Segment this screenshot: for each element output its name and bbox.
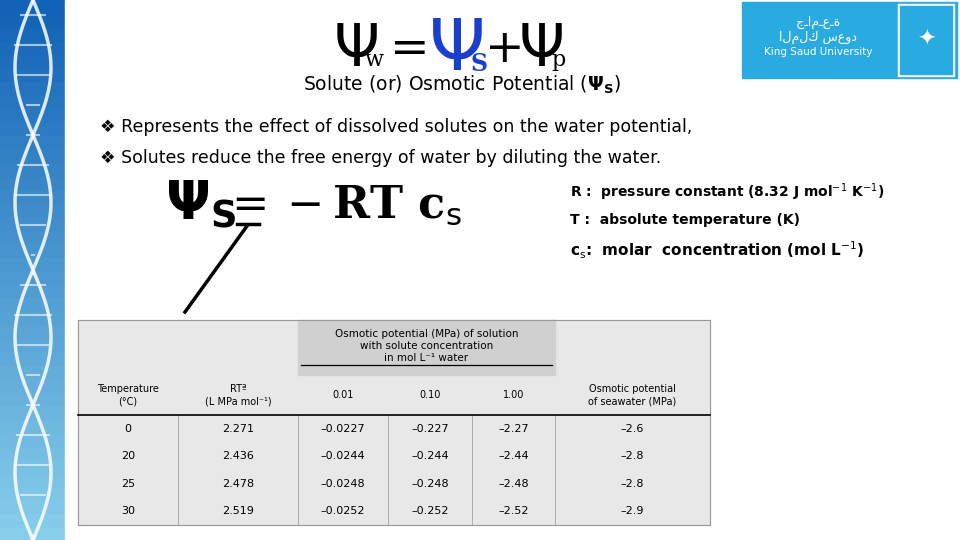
Bar: [0, 256, 65, 270]
Text: –0.248: –0.248: [411, 479, 449, 489]
Text: R :  pressure constant (8.32 J mol$^{-1}$ K$^{-1}$): R : pressure constant (8.32 J mol$^{-1}$…: [570, 181, 884, 203]
Text: =: =: [390, 28, 430, 72]
Text: T :  absolute temperature (K): T : absolute temperature (K): [570, 213, 800, 227]
Bar: [0, 0, 65, 14]
Bar: [0, 378, 65, 392]
Bar: [898, 4, 954, 76]
Text: ❖ Represents the effect of dissolved solutes on the water potential,: ❖ Represents the effect of dissolved sol…: [100, 118, 692, 136]
Bar: [0, 310, 65, 324]
Text: 20: 20: [121, 451, 135, 461]
Text: جـامـعـة: جـامـعـة: [796, 16, 840, 29]
Text: –2.8: –2.8: [621, 451, 644, 461]
Bar: [0, 472, 65, 486]
Text: c$_{\mathrm{s}}$:  molar  concentration (mol L$^{-1}$): c$_{\mathrm{s}}$: molar concentration (m…: [570, 239, 864, 261]
Text: –2.48: –2.48: [498, 479, 529, 489]
Bar: [78, 320, 710, 525]
Bar: [0, 270, 65, 284]
Bar: [0, 176, 65, 189]
Bar: [0, 216, 65, 229]
Bar: [0, 189, 65, 202]
Text: –2.44: –2.44: [498, 451, 529, 461]
Text: –0.244: –0.244: [411, 451, 449, 461]
Bar: [0, 405, 65, 418]
Bar: [0, 202, 65, 216]
Bar: [0, 40, 65, 54]
Text: 0.10: 0.10: [420, 390, 441, 400]
Bar: [0, 148, 65, 162]
Text: 0: 0: [125, 424, 132, 434]
Text: –0.0227: –0.0227: [321, 424, 366, 434]
Text: 1.00: 1.00: [503, 390, 524, 400]
Bar: [0, 162, 65, 176]
Text: –0.227: –0.227: [411, 424, 449, 434]
Text: $\Psi$: $\Psi$: [427, 15, 482, 85]
Bar: [0, 243, 65, 256]
Bar: [0, 68, 65, 81]
Text: –2.6: –2.6: [621, 424, 644, 434]
Text: S: S: [470, 52, 488, 76]
Text: –2.9: –2.9: [621, 507, 644, 516]
Bar: [900, 6, 952, 74]
Text: Osmotic potential
of seawater (MPa): Osmotic potential of seawater (MPa): [588, 384, 677, 406]
Text: Osmotic potential (MPa) of solution: Osmotic potential (MPa) of solution: [335, 329, 518, 339]
Bar: [0, 108, 65, 122]
Bar: [0, 324, 65, 338]
Text: Temperature
(°C): Temperature (°C): [97, 384, 159, 406]
Bar: [0, 230, 65, 243]
Text: 2.519: 2.519: [222, 507, 254, 516]
Bar: [0, 459, 65, 472]
Text: –2.52: –2.52: [498, 507, 529, 516]
Bar: [0, 364, 65, 378]
Text: ✦: ✦: [917, 30, 935, 50]
Bar: [0, 297, 65, 310]
Text: +: +: [485, 28, 525, 72]
Text: King Saud University: King Saud University: [764, 47, 873, 57]
Bar: [0, 392, 65, 405]
Bar: [0, 94, 65, 108]
Text: $\Psi$: $\Psi$: [517, 22, 563, 78]
Text: –0.252: –0.252: [411, 507, 448, 516]
Text: –2.8: –2.8: [621, 479, 644, 489]
Bar: [0, 81, 65, 94]
Text: RTª
(L MPa mol⁻¹): RTª (L MPa mol⁻¹): [204, 384, 272, 406]
Text: 30: 30: [121, 507, 135, 516]
Bar: [0, 526, 65, 540]
Bar: [0, 135, 65, 148]
Text: –0.0252: –0.0252: [321, 507, 365, 516]
Text: 0.01: 0.01: [332, 390, 353, 400]
Bar: [0, 500, 65, 513]
Text: w: w: [365, 49, 383, 71]
Bar: [0, 54, 65, 68]
Bar: [742, 2, 957, 78]
Bar: [0, 418, 65, 432]
Bar: [0, 122, 65, 135]
Text: $\Psi$: $\Psi$: [332, 22, 377, 78]
Bar: [0, 27, 65, 40]
Text: with solute concentration: with solute concentration: [360, 341, 493, 351]
Text: الملك سعود: الملك سعود: [779, 30, 857, 44]
Bar: [0, 446, 65, 459]
Text: in mol L⁻¹ water: in mol L⁻¹ water: [384, 353, 468, 363]
Text: –0.0244: –0.0244: [321, 451, 366, 461]
Text: 2.271: 2.271: [222, 424, 254, 434]
Bar: [0, 14, 65, 27]
Bar: [0, 351, 65, 364]
Text: 2.478: 2.478: [222, 479, 254, 489]
Text: p: p: [551, 49, 565, 71]
Text: –2.27: –2.27: [498, 424, 529, 434]
Text: 2.436: 2.436: [222, 451, 254, 461]
Text: –0.0248: –0.0248: [321, 479, 366, 489]
Bar: [298, 320, 555, 375]
Text: $\mathbf{\Psi}_{\mathbf{S}}$: $\mathbf{\Psi}_{\mathbf{S}}$: [165, 179, 236, 231]
Text: ❖ Solutes reduce the free energy of water by diluting the water.: ❖ Solutes reduce the free energy of wate…: [100, 149, 661, 167]
Bar: [0, 486, 65, 500]
Bar: [0, 513, 65, 526]
Bar: [0, 338, 65, 351]
Bar: [0, 284, 65, 297]
Text: Solute (or) Osmotic Potential ($\mathbf{\Psi}_{\mathbf{S}}$): Solute (or) Osmotic Potential ($\mathbf{…: [303, 74, 621, 96]
Text: $= -$RT c$_{\mathrm{s}}$: $= -$RT c$_{\mathrm{s}}$: [223, 183, 462, 227]
Text: 25: 25: [121, 479, 135, 489]
Bar: [0, 432, 65, 445]
